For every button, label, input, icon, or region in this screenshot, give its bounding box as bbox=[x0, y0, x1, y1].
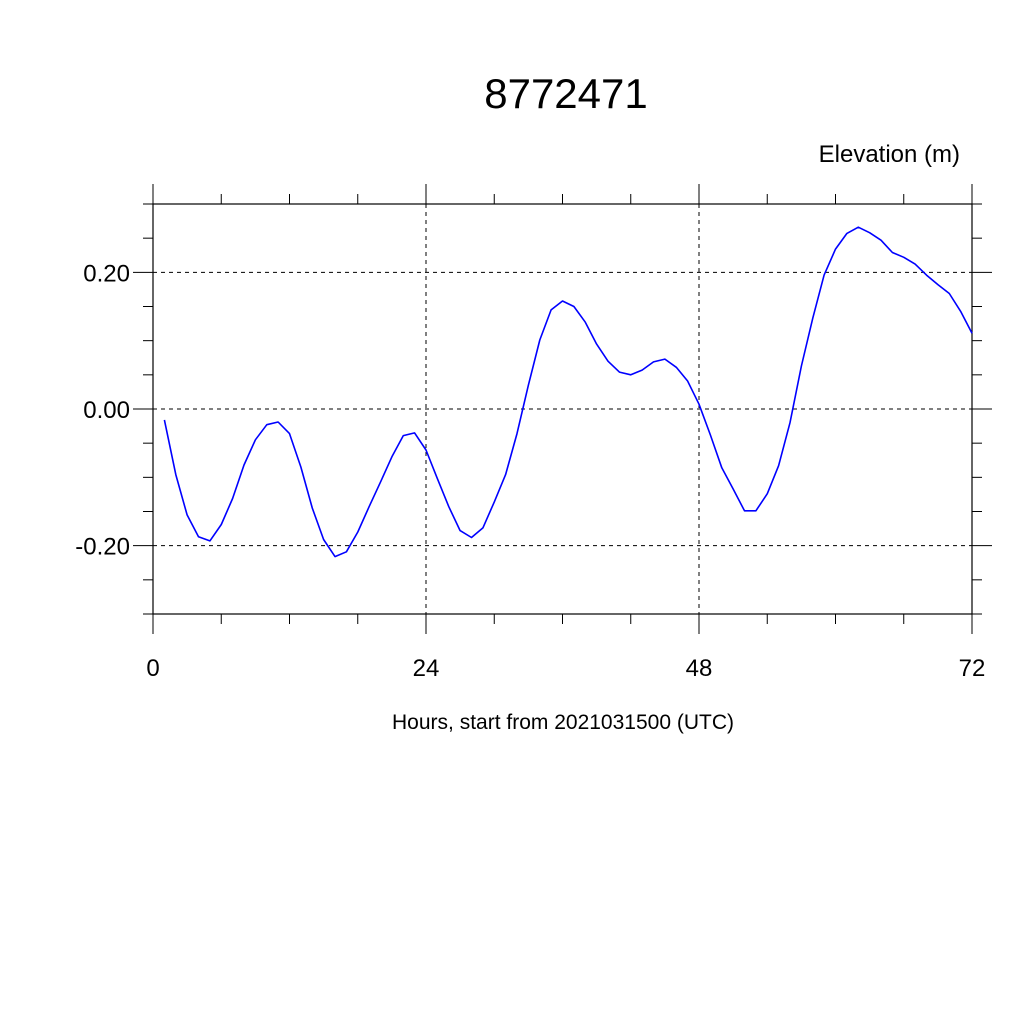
tick-labels: 0 24 48 72 -0.20 0.00 0.20 bbox=[75, 260, 985, 682]
x-tick-label: 24 bbox=[413, 655, 440, 682]
x-tick-label: 48 bbox=[686, 655, 713, 682]
x-tick-label: 0 bbox=[146, 655, 159, 682]
series-group bbox=[163, 226, 973, 558]
x-axis-label: Hours, start from 2021031500 (UTC) bbox=[392, 711, 734, 734]
chart-title: 8772471 bbox=[484, 70, 648, 117]
series-line bbox=[163, 226, 973, 558]
y-tick-label: 0.00 bbox=[83, 397, 130, 424]
grid-lines bbox=[153, 204, 972, 614]
y-axis-label: Elevation (m) bbox=[819, 141, 960, 168]
y-tick-label: -0.20 bbox=[75, 534, 130, 561]
x-tick-label: 72 bbox=[959, 655, 986, 682]
y-tick-label: 0.20 bbox=[83, 260, 130, 287]
plot-frame bbox=[152, 203, 973, 615]
axis-ticks bbox=[133, 184, 992, 634]
